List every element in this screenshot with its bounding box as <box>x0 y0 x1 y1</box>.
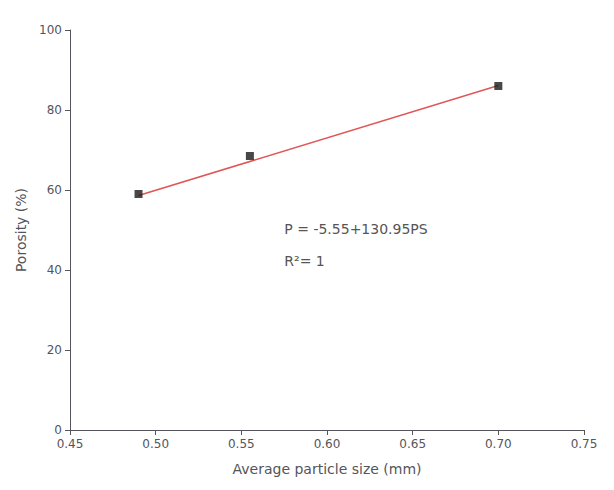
svg-text:0.50: 0.50 <box>142 437 169 451</box>
svg-text:80: 80 <box>47 103 62 117</box>
svg-text:0: 0 <box>54 423 62 437</box>
svg-text:0.60: 0.60 <box>314 437 341 451</box>
svg-text:0.75: 0.75 <box>571 437 598 451</box>
svg-text:0.65: 0.65 <box>399 437 426 451</box>
svg-text:0.70: 0.70 <box>485 437 512 451</box>
svg-text:Average particle size (mm): Average particle size (mm) <box>233 461 422 477</box>
svg-text:R²= 1: R²= 1 <box>284 253 324 269</box>
svg-text:0.45: 0.45 <box>57 437 84 451</box>
svg-text:P = -5.55+130.95PS: P = -5.55+130.95PS <box>284 221 427 237</box>
svg-text:0.55: 0.55 <box>228 437 255 451</box>
svg-text:100: 100 <box>39 23 62 37</box>
svg-text:60: 60 <box>47 183 62 197</box>
svg-text:40: 40 <box>47 263 62 277</box>
svg-text:Porosity (%): Porosity (%) <box>13 188 29 272</box>
svg-text:20: 20 <box>47 343 62 357</box>
